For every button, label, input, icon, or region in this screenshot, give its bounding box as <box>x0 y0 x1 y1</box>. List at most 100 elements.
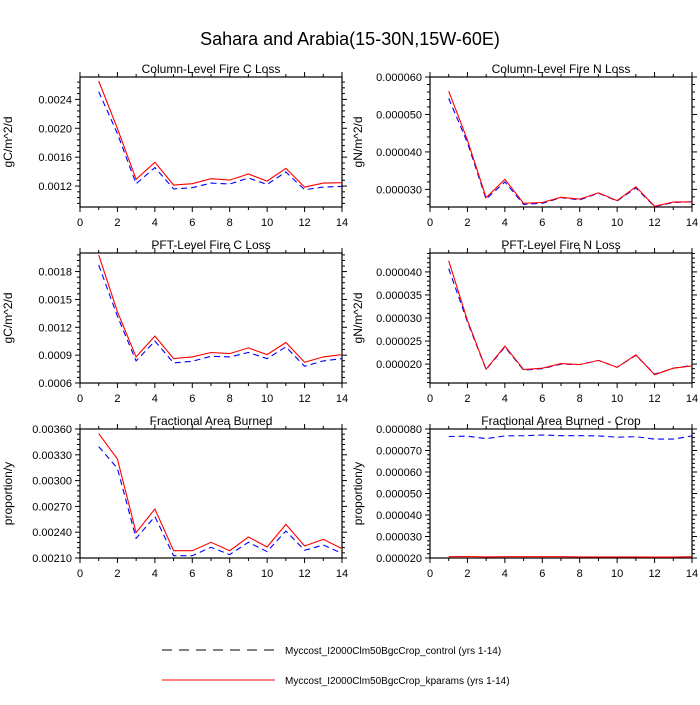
x-tick-label: 0 <box>427 568 433 580</box>
x-tick-label: 0 <box>77 568 83 580</box>
x-tick-label: 10 <box>611 217 623 229</box>
series-line-control <box>448 434 693 440</box>
panel-3: PFT-Level Fire C Loss gC/m^2/d 0 2 4 6 8 10 12 14… <box>1 238 348 405</box>
x-tick-label: 8 <box>227 217 233 229</box>
y-tick-label: 0.000020 <box>376 359 422 371</box>
y-tick-label: 0.0006 <box>38 378 72 390</box>
plot-frame <box>79 428 343 559</box>
x-tick-label: 12 <box>648 393 660 405</box>
y-tick-label: 0.000070 <box>376 446 422 458</box>
y-tick-label: 0.00210 <box>32 553 72 565</box>
y-tick-label: 0.000040 <box>376 147 422 159</box>
y-tick-label: 0.0020 <box>38 123 72 135</box>
y-tick-label: 0.0015 <box>38 294 72 306</box>
x-tick-label: 0 <box>77 217 83 229</box>
x-tick-label: 4 <box>502 217 508 229</box>
y-tick-label: 0.000050 <box>376 489 422 501</box>
x-tick-label: 2 <box>114 568 120 580</box>
y-tick-label: 0.000025 <box>376 336 422 348</box>
y-tick-label: 0.000035 <box>376 290 422 302</box>
x-tick-label: 12 <box>648 217 660 229</box>
y-tick-label: 0.000020 <box>376 553 422 565</box>
legend-label-kparams: Myccost_I2000Clm50BgcCrop_kparams (yrs 1… <box>285 676 510 687</box>
x-tick-label: 6 <box>189 568 195 580</box>
series-line-control <box>98 91 343 191</box>
panel-2: Column-Level Fire N Loss gN/m^2/d 0 2 4 6 8 10 1… <box>351 62 698 229</box>
panel-5: Fractional Area Burned proportion/y 0 2 4 6 8 1… <box>1 414 348 580</box>
y-tick-label: 0.0009 <box>38 350 72 362</box>
y-axis-label: gN/m^2/d <box>351 117 365 168</box>
x-tick-label: 12 <box>648 568 660 580</box>
y-tick-label: 0.0012 <box>38 322 72 334</box>
x-tick-label: 10 <box>261 217 273 229</box>
panel-title: Column-Level Fire C Loss <box>142 62 281 76</box>
series-line-control <box>448 98 693 208</box>
x-tick-label: 6 <box>189 393 195 405</box>
y-tick-label: 0.000030 <box>376 184 422 196</box>
x-tick-label: 10 <box>611 393 623 405</box>
x-tick-label: 4 <box>152 217 158 229</box>
y-tick-label: 0.000030 <box>376 532 422 544</box>
y-tick-label: 0.00330 <box>32 450 72 462</box>
series-line-control <box>448 268 693 375</box>
figure-title: Sahara and Arabia(15-30N,15W-60E) <box>200 29 500 49</box>
x-tick-label: 4 <box>152 393 158 405</box>
panel-title: PFT-Level Fire N Loss <box>501 238 620 252</box>
panel-6: Fractional Area Burned - Crop proportion/… <box>351 414 698 580</box>
y-axis-label: gC/m^2/d <box>1 117 15 168</box>
x-tick-label: 8 <box>227 393 233 405</box>
x-tick-label: 2 <box>114 217 120 229</box>
x-tick-label: 6 <box>189 217 195 229</box>
y-axis-label: gN/m^2/d <box>351 293 365 344</box>
y-tick-label: 0.000040 <box>376 267 422 279</box>
x-tick-label: 2 <box>464 217 470 229</box>
legend: Myccost_I2000Clm50BgcCrop_control (yrs 1… <box>162 646 510 687</box>
x-tick-label: 14 <box>686 217 698 229</box>
y-tick-label: 0.0012 <box>38 181 72 193</box>
x-tick-label: 10 <box>261 393 273 405</box>
plot-frame <box>79 252 343 384</box>
x-tick-label: 6 <box>539 217 545 229</box>
series-line-kparams <box>98 254 343 363</box>
y-tick-label: 0.000080 <box>376 424 422 436</box>
panel-title: PFT-Level Fire C Loss <box>151 238 270 252</box>
x-tick-label: 4 <box>502 568 508 580</box>
y-tick-label: 0.000060 <box>376 72 422 84</box>
x-tick-label: 0 <box>77 393 83 405</box>
series-line-kparams <box>98 433 343 552</box>
x-tick-label: 0 <box>427 393 433 405</box>
plot-frame <box>429 76 693 208</box>
x-tick-label: 8 <box>577 568 583 580</box>
y-tick-label: 0.000030 <box>376 313 422 325</box>
x-tick-label: 14 <box>686 393 698 405</box>
x-tick-label: 0 <box>427 217 433 229</box>
x-tick-label: 12 <box>298 568 310 580</box>
y-tick-label: 0.000050 <box>376 109 422 121</box>
x-tick-label: 2 <box>464 393 470 405</box>
y-axis-label: proportion/y <box>1 462 15 525</box>
y-axis-label: proportion/y <box>351 462 365 525</box>
legend-label-control: Myccost_I2000Clm50BgcCrop_control (yrs 1… <box>285 646 501 657</box>
panel-title: Fractional Area Burned <box>150 414 273 428</box>
x-tick-label: 14 <box>336 568 348 580</box>
x-tick-label: 4 <box>152 568 158 580</box>
y-axis-label: gC/m^2/d <box>1 293 15 344</box>
y-tick-label: 0.000040 <box>376 510 422 522</box>
x-tick-label: 6 <box>539 393 545 405</box>
y-tick-label: 0.000060 <box>376 467 422 479</box>
x-tick-label: 12 <box>298 393 310 405</box>
y-tick-label: 0.00240 <box>32 527 72 539</box>
x-tick-label: 14 <box>336 393 348 405</box>
series-line-kparams <box>448 91 693 207</box>
series-line-kparams <box>98 80 343 188</box>
x-tick-label: 10 <box>261 568 273 580</box>
series-line-kparams <box>448 260 693 376</box>
x-tick-label: 6 <box>539 568 545 580</box>
series-line-control <box>98 446 343 557</box>
y-tick-label: 0.00270 <box>32 501 72 513</box>
x-tick-label: 2 <box>464 568 470 580</box>
y-tick-label: 0.00360 <box>32 424 72 436</box>
series-line-kparams <box>448 555 693 558</box>
x-tick-label: 8 <box>577 217 583 229</box>
